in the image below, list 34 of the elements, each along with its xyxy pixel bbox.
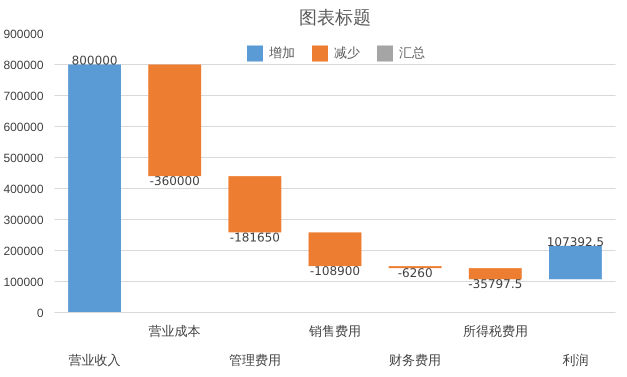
bar xyxy=(228,176,282,232)
bar xyxy=(68,64,122,312)
bar xyxy=(548,246,602,280)
x-tick-label: 利润 xyxy=(562,352,588,368)
legend-label: 增加 xyxy=(269,44,295,62)
x-tick-label: 所得税费用 xyxy=(462,324,528,338)
x-tick-label: 管理费用 xyxy=(228,352,281,368)
data-label: -360000 xyxy=(150,174,200,188)
x-tick-label: 财务费用 xyxy=(389,352,442,368)
chart-title: 图表标题 xyxy=(299,8,371,28)
data-label: -181650 xyxy=(230,230,280,244)
data-label: -108900 xyxy=(310,264,360,278)
bar xyxy=(148,64,202,176)
y-tick-label: 100000 xyxy=(3,275,44,289)
data-label: 107392.5 xyxy=(546,234,604,249)
y-tick-label: 200000 xyxy=(3,244,44,258)
x-tick-label: 营业成本 xyxy=(148,324,201,338)
y-tick-label: 300000 xyxy=(3,213,44,227)
bar xyxy=(308,232,362,266)
data-label: -35797.5 xyxy=(468,277,522,292)
data-label: 800000 xyxy=(72,54,118,68)
legend-label: 减少 xyxy=(334,44,360,62)
y-tick-label: 900000 xyxy=(3,27,44,41)
y-tick-label: 800000 xyxy=(3,58,44,72)
y-tick-label: 700000 xyxy=(3,89,44,103)
bar xyxy=(468,268,522,280)
legend-label: 汇总 xyxy=(399,44,425,62)
y-tick-label: 400000 xyxy=(3,182,44,196)
x-tick-label: 营业收入 xyxy=(68,352,121,368)
y-tick-label: 500000 xyxy=(3,151,44,165)
x-tick-label: 销售费用 xyxy=(308,324,361,338)
y-tick-label: 0 xyxy=(36,306,44,320)
y-tick-label: 600000 xyxy=(3,120,44,134)
data-label: -6260 xyxy=(398,266,433,280)
